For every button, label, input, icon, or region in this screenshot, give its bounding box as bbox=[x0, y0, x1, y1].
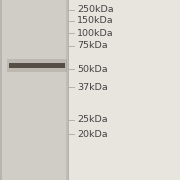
Text: 100kDa: 100kDa bbox=[77, 29, 114, 38]
Bar bbox=[7, 59, 67, 72]
Bar bbox=[0, 0, 68, 180]
Text: 150kDa: 150kDa bbox=[77, 16, 114, 25]
Text: 20kDa: 20kDa bbox=[77, 130, 108, 139]
Bar bbox=[9, 63, 65, 68]
Text: 25kDa: 25kDa bbox=[77, 115, 108, 124]
Bar bbox=[66, 0, 68, 180]
Text: 37kDa: 37kDa bbox=[77, 83, 108, 92]
Bar bbox=[0, 0, 2, 180]
Text: 75kDa: 75kDa bbox=[77, 41, 108, 50]
Text: 250kDa: 250kDa bbox=[77, 5, 114, 14]
Text: 50kDa: 50kDa bbox=[77, 65, 108, 74]
